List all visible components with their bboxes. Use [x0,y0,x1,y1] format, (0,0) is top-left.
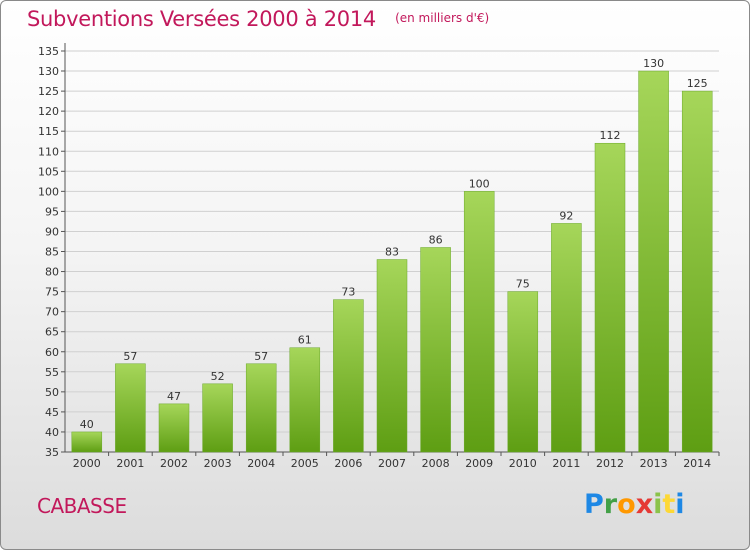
x-tick-label: 2006 [334,457,362,470]
data-label: 73 [341,286,355,299]
logo-letter: i [675,489,685,520]
y-tick-label: 70 [45,306,59,319]
data-label: 112 [600,129,621,142]
data-label: 125 [687,77,708,90]
y-tick-label: 95 [45,205,59,218]
bar [638,70,669,453]
bar [289,347,321,453]
x-tick-label: 2009 [465,457,493,470]
bar [594,142,626,453]
title-row: Subventions Versées 2000 à 2014 (en mill… [27,7,489,31]
chart-subtitle: (en milliers d'€) [395,11,490,25]
x-tick-label: 2005 [291,457,319,470]
logo-letter: o [617,489,636,520]
data-label: 61 [298,334,312,347]
logo-letter: r [603,489,618,520]
y-tick-label: 55 [45,366,59,379]
data-label: 75 [516,278,530,291]
y-tick-label: 50 [45,386,59,399]
y-tick-label: 130 [38,65,59,78]
chart-title: Subventions Versées 2000 à 2014 [27,7,376,31]
data-label: 57 [123,350,137,363]
y-tick-label: 105 [38,165,59,178]
data-label: 40 [80,418,94,431]
y-tick-label: 90 [45,225,59,238]
y-tick-label: 85 [45,246,59,259]
bar [333,299,364,453]
x-tick-label: 2011 [552,457,580,470]
y-tick-label: 135 [38,45,59,58]
logo-letter: i [653,489,663,520]
bar [245,363,277,453]
y-tick-label: 120 [38,105,59,118]
x-tick-label: 2014 [683,457,711,470]
y-tick-label: 75 [45,286,59,299]
y-tick-label: 65 [45,326,59,339]
bar [115,363,146,453]
bar [376,259,408,453]
y-tick-label: 80 [45,266,59,279]
bar [71,431,103,453]
data-label: 86 [429,233,443,246]
y-tick-label: 40 [45,426,59,439]
x-tick-label: 2013 [640,457,668,470]
y-tick-label: 110 [38,145,59,158]
y-tick-label: 125 [38,85,59,98]
data-label: 130 [643,57,664,70]
bar [158,403,190,453]
y-tick-label: 115 [38,125,59,138]
x-tick-label: 2012 [596,457,624,470]
logo-letter: t [662,489,676,520]
x-tick-label: 2008 [422,457,450,470]
logo-letter: P [584,489,604,520]
x-tick-label: 2001 [116,457,144,470]
data-label: 100 [469,177,490,190]
y-tick-label: 100 [38,185,59,198]
proxiti-logo: Proxiti [584,489,685,520]
x-tick-label: 2004 [247,457,275,470]
bar [681,90,713,453]
y-tick-label: 60 [45,346,59,359]
y-tick-label: 45 [45,406,59,419]
bar [463,191,495,453]
x-tick-label: 2002 [160,457,188,470]
bar [551,223,582,453]
bar [420,247,451,453]
x-tick-label: 2010 [509,457,537,470]
bar [202,383,233,453]
bar [507,291,539,453]
data-label: 57 [254,350,268,363]
x-tick-label: 2000 [73,457,101,470]
commune-name: CABASSE [37,494,127,518]
y-tick-label: 35 [45,446,59,459]
data-label: 83 [385,246,399,259]
x-tick-label: 2003 [204,457,232,470]
x-tick-label: 2007 [378,457,406,470]
data-label: 52 [211,370,225,383]
data-label: 92 [559,209,573,222]
data-label: 47 [167,390,181,403]
logo-letter: x [635,489,654,520]
